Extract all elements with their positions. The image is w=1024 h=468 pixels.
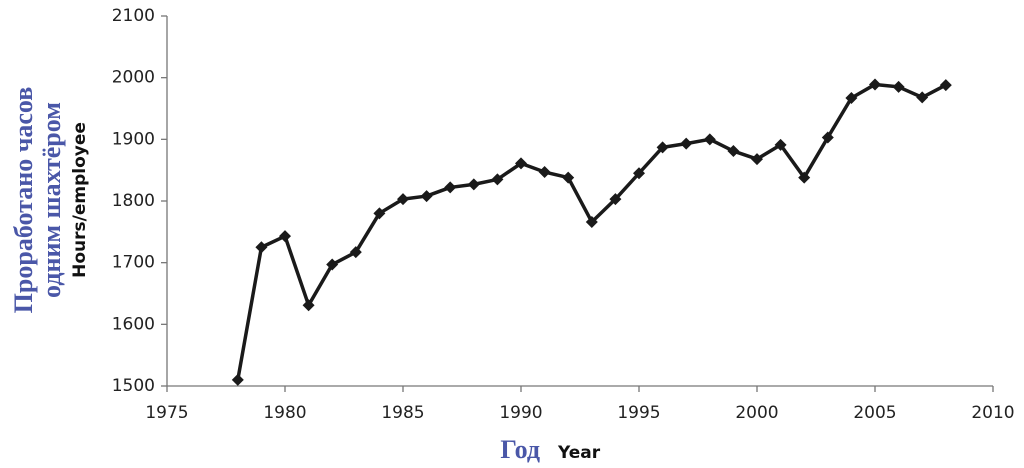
y-tick-label: 1800 <box>112 191 155 211</box>
y-axis-title-en: Hours/employee <box>70 122 90 278</box>
x-tick-label: 1990 <box>499 403 542 423</box>
x-axis-title-ru: Год <box>500 435 540 464</box>
y-tick-label: 1700 <box>112 253 155 273</box>
x-tick-label: 1985 <box>381 403 424 423</box>
data-point <box>680 137 693 150</box>
data-point <box>821 131 834 144</box>
x-axis-title-en: Year <box>557 443 601 463</box>
data-point <box>231 373 244 386</box>
data-point <box>349 246 362 259</box>
data-point <box>255 241 268 254</box>
x-tick-label: 1995 <box>617 403 660 423</box>
data-point <box>892 80 905 93</box>
data-point <box>751 153 763 166</box>
x-tick-label: 1980 <box>263 403 306 423</box>
data-point <box>798 171 811 184</box>
x-tick-label: 2005 <box>853 403 896 423</box>
data-point <box>609 193 622 206</box>
data-point <box>397 193 409 206</box>
x-tick-label: 1975 <box>145 403 188 423</box>
data-point <box>845 92 858 105</box>
data-point <box>538 166 551 179</box>
data-point <box>491 173 504 186</box>
data-point <box>939 79 952 92</box>
data-point <box>467 178 480 191</box>
data-point <box>515 157 527 170</box>
y-tick-label: 1600 <box>112 314 155 334</box>
y-tick-label: 2000 <box>112 68 155 88</box>
y-axis-title-ru: одним шахтёром <box>37 102 66 298</box>
data-point <box>444 181 457 194</box>
x-tick-label: 2000 <box>735 403 778 423</box>
data-point <box>373 207 386 220</box>
x-tick-label: 2010 <box>971 403 1014 423</box>
data-point <box>656 141 669 154</box>
data-line <box>236 82 947 381</box>
data-point <box>916 91 929 104</box>
data-point <box>562 171 575 184</box>
data-point <box>279 230 291 243</box>
data-point <box>420 190 433 203</box>
y-tick-label: 1500 <box>112 376 155 396</box>
data-point <box>302 299 315 312</box>
data-point <box>585 215 598 228</box>
data-point <box>633 167 645 180</box>
data-point <box>727 145 740 158</box>
y-tick-label: 2100 <box>112 6 155 26</box>
y-axis-title-ru: Проработано часов <box>9 87 38 314</box>
data-point <box>774 138 787 151</box>
data-point <box>326 258 339 271</box>
data-point <box>703 133 716 146</box>
data-point <box>869 78 881 91</box>
y-tick-label: 1900 <box>112 129 155 149</box>
